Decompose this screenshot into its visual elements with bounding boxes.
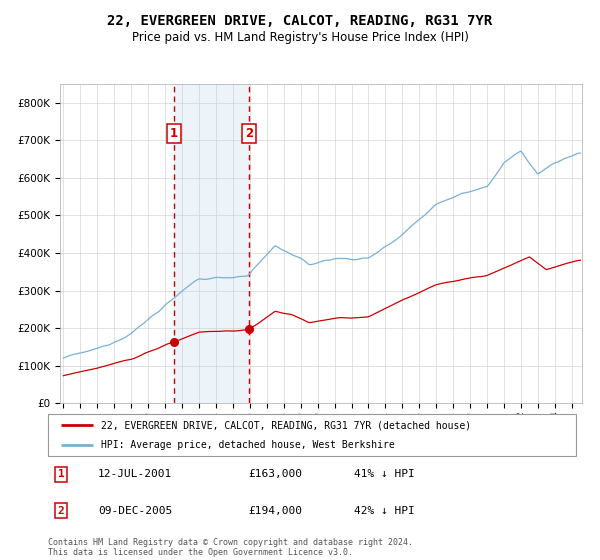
Bar (174, 84, 249, 403)
Text: 42% ↓ HPI: 42% ↓ HPI (354, 506, 415, 516)
Text: 41% ↓ HPI: 41% ↓ HPI (354, 469, 415, 479)
Text: 2: 2 (245, 127, 253, 140)
Text: 22, EVERGREEN DRIVE, CALCOT, READING, RG31 7YR (detached house): 22, EVERGREEN DRIVE, CALCOT, READING, RG… (101, 421, 471, 430)
Text: 09-DEC-2005: 09-DEC-2005 (98, 506, 172, 516)
Text: 22, EVERGREEN DRIVE, CALCOT, READING, RG31 7YR: 22, EVERGREEN DRIVE, CALCOT, READING, RG… (107, 14, 493, 28)
Text: 12-JUL-2001: 12-JUL-2001 (98, 469, 172, 479)
Text: 1: 1 (170, 127, 178, 140)
Text: £163,000: £163,000 (248, 469, 302, 479)
Text: 2: 2 (58, 506, 65, 516)
Text: Price paid vs. HM Land Registry's House Price Index (HPI): Price paid vs. HM Land Registry's House … (131, 31, 469, 44)
Text: 1: 1 (58, 469, 65, 479)
Text: £194,000: £194,000 (248, 506, 302, 516)
Text: HPI: Average price, detached house, West Berkshire: HPI: Average price, detached house, West… (101, 441, 395, 450)
FancyBboxPatch shape (48, 414, 576, 456)
Text: Contains HM Land Registry data © Crown copyright and database right 2024.
This d: Contains HM Land Registry data © Crown c… (48, 538, 413, 557)
